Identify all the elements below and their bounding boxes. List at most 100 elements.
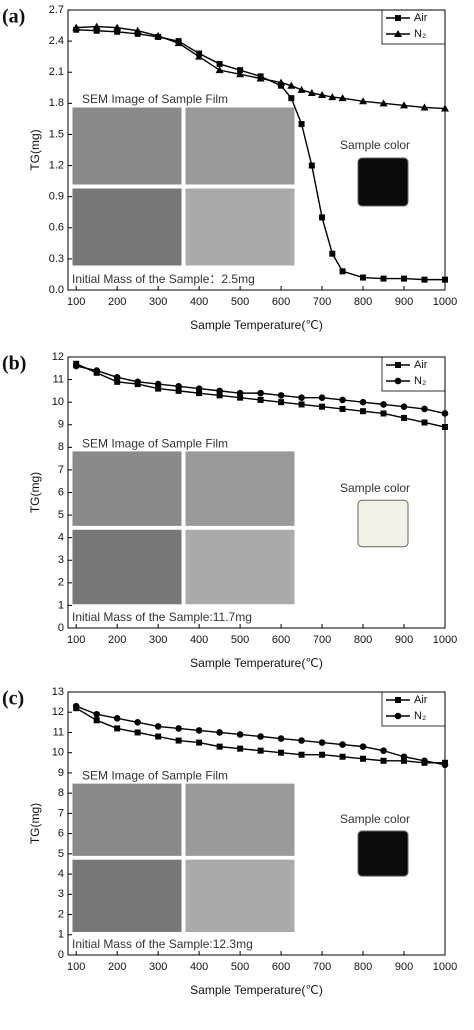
y-tick-label: 0.6 <box>49 222 64 234</box>
y-tick-label: 13 <box>52 686 64 698</box>
marker <box>401 757 408 764</box>
marker <box>154 31 163 39</box>
legend-marker <box>395 15 401 21</box>
y-tick-label: 11 <box>53 726 64 738</box>
legend-marker <box>395 362 401 368</box>
marker <box>155 385 162 392</box>
y-tick-label: 2.1 <box>49 66 64 78</box>
marker <box>215 66 224 74</box>
marker <box>421 757 428 765</box>
inset-title: SEM Image of Sample Film <box>82 92 228 106</box>
marker <box>237 745 244 752</box>
y-tick-label: 2.4 <box>49 35 64 47</box>
marker <box>113 374 121 381</box>
marker <box>298 394 305 401</box>
marker <box>236 389 244 397</box>
marker <box>72 362 80 370</box>
legend-symbol <box>395 362 401 368</box>
marker <box>256 74 265 82</box>
y-tick-label: 5 <box>58 509 64 521</box>
x-tick-label: 500 <box>231 634 249 646</box>
marker <box>401 414 408 421</box>
marker <box>287 81 296 89</box>
marker <box>298 121 305 128</box>
x-axis-label: Sample Temperature(℃) <box>190 983 323 997</box>
marker <box>318 739 326 746</box>
mass-note: Initial Mass of the Sample：2.5mg <box>72 272 255 286</box>
x-axis-label: Sample Temperature(℃) <box>190 656 323 670</box>
sample-swatch <box>357 157 409 207</box>
y-tick-label: 2 <box>58 577 64 589</box>
marker <box>380 401 387 408</box>
sem-image <box>71 858 183 933</box>
x-tick-label: 300 <box>149 961 167 973</box>
y-tick-label: 1 <box>58 599 64 611</box>
marker <box>442 424 448 431</box>
sem-image <box>71 106 183 186</box>
marker <box>380 747 387 754</box>
marker <box>359 97 368 105</box>
mass-note: Initial Mass of the Sample:12.3mg <box>72 937 253 951</box>
marker <box>400 403 408 410</box>
x-tick-label: 100 <box>67 634 85 646</box>
marker <box>339 741 346 748</box>
series-line <box>76 365 446 415</box>
marker <box>318 394 326 401</box>
y-tick-label: 1.8 <box>49 97 64 109</box>
inset-title: SEM Image of Sample Film <box>82 436 228 450</box>
marker <box>195 727 203 734</box>
y-tick-label: 6 <box>58 828 64 840</box>
marker <box>420 103 429 111</box>
x-tick-label: 400 <box>190 296 208 308</box>
y-tick-label: 0.3 <box>49 253 64 265</box>
marker <box>195 52 204 60</box>
y-tick-label: 8 <box>58 787 64 799</box>
legend-marker <box>394 30 402 37</box>
x-tick-label: 300 <box>149 296 167 308</box>
y-tick-label: 10 <box>52 747 64 759</box>
marker <box>360 755 367 762</box>
marker <box>236 70 245 78</box>
marker <box>339 268 346 275</box>
marker <box>113 23 122 31</box>
x-tick-label: 800 <box>354 634 372 646</box>
y-tick-label: 12 <box>52 351 64 363</box>
x-tick-label: 900 <box>395 961 413 973</box>
y-tick-label: 0 <box>58 949 64 961</box>
x-tick-label: 500 <box>231 961 249 973</box>
legend-marker <box>394 377 402 385</box>
marker <box>401 275 408 282</box>
x-tick-label: 300 <box>149 634 167 646</box>
y-tick-label: 8 <box>58 441 64 453</box>
legend-label: N₂ <box>414 28 426 40</box>
legend-label: N₂ <box>414 375 426 387</box>
marker <box>359 398 367 406</box>
marker <box>72 23 81 31</box>
marker <box>441 104 449 112</box>
panel-label: (b) <box>2 353 26 375</box>
mass-note: Initial Mass of the Sample:11.7mg <box>72 610 252 624</box>
legend-box <box>381 9 446 45</box>
x-tick-label: 800 <box>354 296 372 308</box>
y-tick-label: 9 <box>58 419 64 431</box>
marker <box>175 737 182 744</box>
series-line <box>76 29 445 281</box>
marker <box>216 729 223 736</box>
legend-label: Air <box>414 694 428 706</box>
marker <box>134 30 141 37</box>
marker <box>134 729 141 736</box>
marker <box>360 274 367 281</box>
marker <box>360 408 367 415</box>
sem-image <box>71 187 183 267</box>
marker <box>278 399 285 406</box>
legend-symbol <box>394 30 402 37</box>
marker <box>93 710 100 718</box>
marker <box>441 410 449 417</box>
color-label: Sample color <box>340 812 410 826</box>
series-line <box>76 25 446 110</box>
marker <box>134 719 141 726</box>
y-tick-label: 1 <box>58 929 64 941</box>
marker <box>113 715 121 722</box>
marker <box>216 60 223 67</box>
